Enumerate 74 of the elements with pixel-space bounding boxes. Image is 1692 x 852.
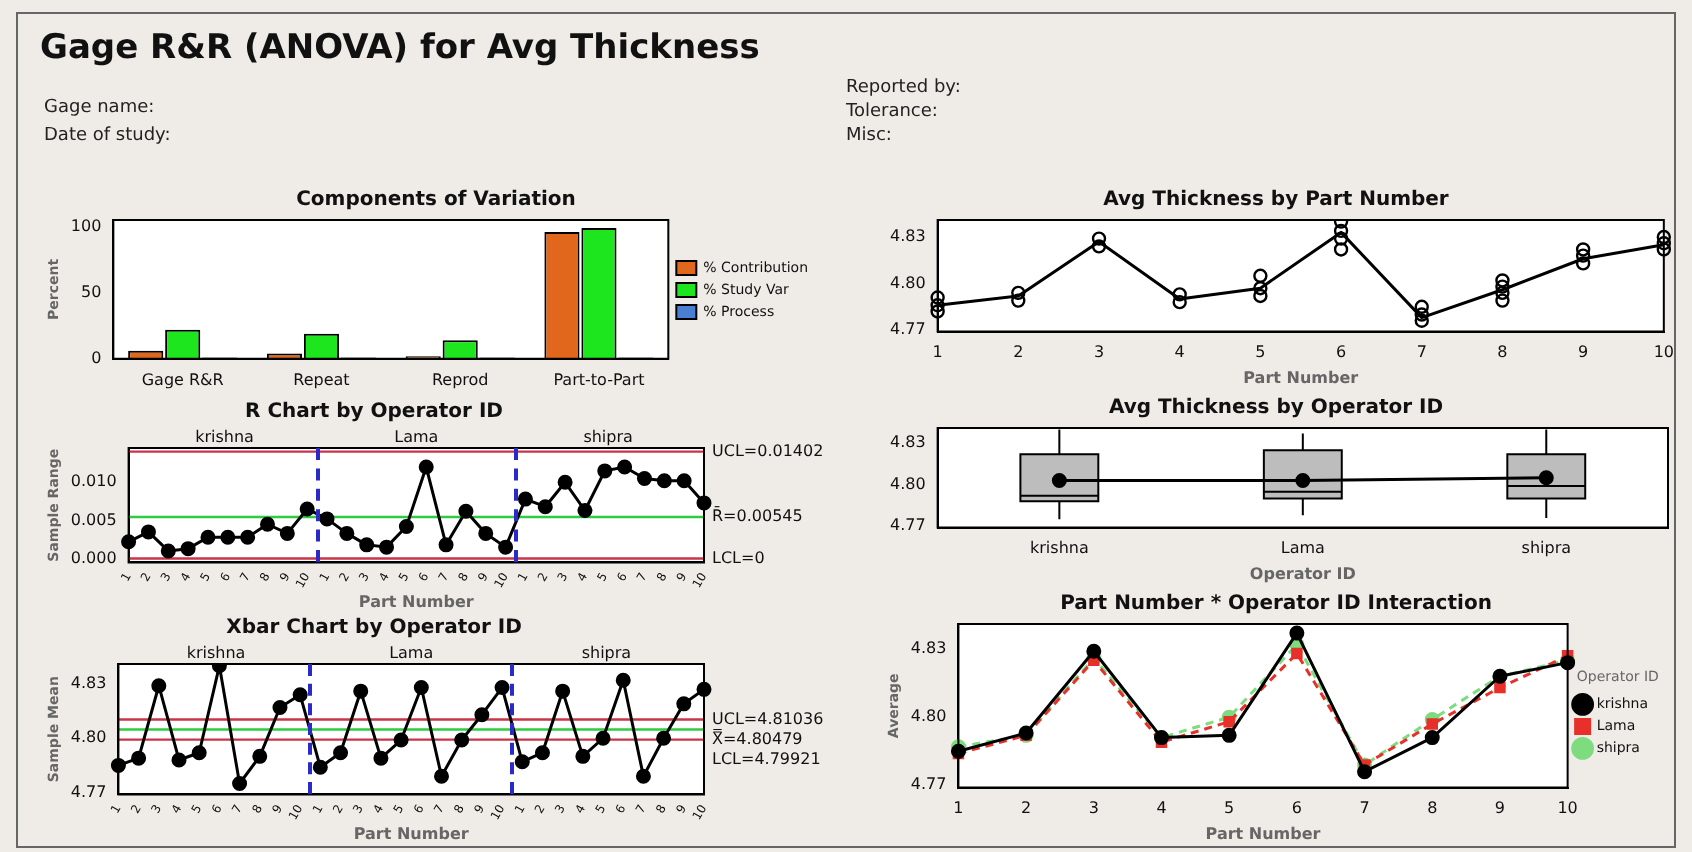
y-tick-label: 4.83 bbox=[890, 433, 926, 452]
x-tick-label: 4 bbox=[1156, 799, 1167, 818]
y-tick-label: 4.80 bbox=[70, 728, 107, 747]
x-tick-label: 7 bbox=[1359, 799, 1370, 818]
text: Gage R&R (ANOVA) for Avg Thickness bbox=[40, 28, 760, 68]
y-tick-label: 4.80 bbox=[890, 273, 926, 292]
y-tick-label: 4.77 bbox=[890, 516, 926, 535]
y-tick-label: 0.005 bbox=[70, 510, 117, 529]
ref-line-label: X̿=4.80479 bbox=[711, 726, 803, 748]
ref-line-label: UCL=0.01402 bbox=[712, 441, 824, 460]
x-tick-label: 10 bbox=[1653, 343, 1675, 362]
x-tick-label: 9 bbox=[1494, 799, 1506, 818]
text: krishna bbox=[195, 428, 255, 447]
x-tick-label: Part-to-Part bbox=[553, 370, 645, 389]
y-tick-label: 4.77 bbox=[910, 775, 947, 794]
x-axis-title: Part Number bbox=[1243, 368, 1359, 387]
x-tick-label: shipra bbox=[1521, 539, 1572, 558]
y-tick-label: 100 bbox=[70, 216, 102, 235]
ref-line-label: LCL=0 bbox=[712, 548, 765, 567]
y-tick-label: 50 bbox=[80, 282, 102, 301]
x-tick-label: Repeat bbox=[293, 370, 350, 389]
x-tick-label: 5 bbox=[1255, 343, 1266, 362]
x-tick-label: 3 bbox=[1088, 799, 1099, 818]
text: krishna bbox=[186, 644, 246, 663]
text: Gage name: bbox=[44, 98, 155, 118]
x-axis-title: Part Number bbox=[358, 592, 474, 611]
x-tick-label: 2 bbox=[1013, 343, 1024, 362]
x-tick-label: 2 bbox=[1021, 799, 1032, 818]
x-tick-label: 3 bbox=[1093, 343, 1105, 362]
x-tick-label: 8 bbox=[1497, 343, 1508, 362]
chart-title: Part Number * Operator ID Interaction bbox=[1060, 593, 1492, 616]
chart-title: Avg Thickness by Operator ID bbox=[1108, 397, 1444, 420]
chart-title: Components of Variation bbox=[296, 189, 576, 212]
text: Lama bbox=[389, 644, 434, 663]
x-tick-label: 10 bbox=[1557, 799, 1578, 818]
x-axis-title: Part Number bbox=[1205, 824, 1321, 843]
x-tick-label: 7 bbox=[1416, 343, 1427, 362]
y-tick-label: 0.000 bbox=[70, 548, 117, 567]
text: Misc: bbox=[846, 126, 892, 146]
text: shipra bbox=[581, 644, 632, 663]
chart-title: R Chart by Operator ID bbox=[245, 401, 503, 424]
x-tick-label: 9 bbox=[1578, 343, 1589, 362]
y-tick-label: 4.83 bbox=[70, 674, 107, 693]
ref-line-label: R̄=0.00545 bbox=[712, 506, 803, 526]
text: shipra bbox=[583, 428, 634, 447]
x-axis-title: Part Number bbox=[353, 824, 469, 843]
y-tick-label: 4.80 bbox=[890, 474, 926, 493]
chart-title: Xbar Chart by Operator ID bbox=[226, 617, 522, 640]
y-tick-label: 4.77 bbox=[70, 782, 107, 801]
x-axis-title: Operator ID bbox=[1249, 564, 1357, 583]
chart-title: Avg Thickness by Part Number bbox=[1103, 189, 1449, 212]
ref-line-label: UCL=4.81036 bbox=[712, 709, 824, 728]
ref-line-label: LCL=4.79921 bbox=[712, 749, 821, 768]
text: Tolerance: bbox=[846, 102, 938, 122]
y-tick-label: 4.83 bbox=[910, 639, 947, 658]
y-tick-label: 4.83 bbox=[890, 227, 926, 246]
x-tick-label: 8 bbox=[1427, 799, 1438, 818]
x-tick-label: 5 bbox=[1224, 799, 1235, 818]
x-tick-label: 1 bbox=[953, 799, 964, 818]
x-tick-label: 4 bbox=[1174, 343, 1185, 362]
y-tick-label: 4.80 bbox=[910, 707, 947, 726]
text: Lama bbox=[394, 428, 439, 447]
x-tick-label: 1 bbox=[932, 343, 943, 362]
x-tick-label: 6 bbox=[1291, 799, 1302, 818]
text: Reported by: bbox=[846, 78, 961, 98]
y-tick-label: 0 bbox=[91, 348, 102, 367]
y-tick-label: 4.77 bbox=[890, 320, 926, 339]
x-tick-label: krishna bbox=[1029, 539, 1089, 558]
text: Date of study: bbox=[44, 126, 171, 146]
x-tick-label: Lama bbox=[1280, 539, 1326, 558]
x-tick-label: Reprod bbox=[431, 370, 489, 389]
y-tick-label: 0.010 bbox=[70, 472, 117, 491]
x-tick-label: Gage R&R bbox=[141, 370, 225, 389]
x-tick-label: 6 bbox=[1335, 343, 1347, 362]
